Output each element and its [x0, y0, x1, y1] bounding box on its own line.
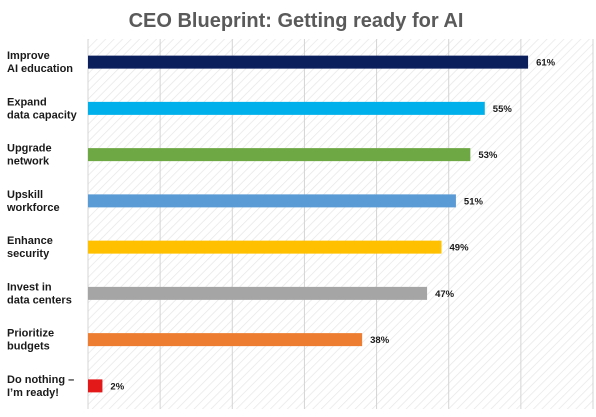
category-label: Upgrade network	[7, 143, 52, 168]
gridlines	[87, 39, 594, 409]
data-label: 2%	[110, 381, 124, 392]
bar	[88, 101, 485, 115]
category-label-line: Upskill	[7, 189, 43, 201]
data-label: 47%	[435, 289, 455, 300]
bar	[88, 333, 363, 347]
category-label: Prioritize budgets	[7, 328, 54, 353]
category-label: Improve AI education	[7, 50, 73, 75]
category-label: Do nothing – I’m ready!	[7, 374, 74, 399]
data-label: 53%	[478, 150, 498, 161]
bars: 61% 55% 53% 51% 49% 47% 38% 2%	[88, 55, 556, 393]
category-label-line: Upgrade	[7, 143, 52, 155]
category-label-line: Enhance	[7, 235, 53, 247]
chart-title: CEO Blueprint: Getting ready for AI	[129, 10, 464, 32]
category-label: Expand data capacity	[7, 96, 78, 121]
category-label-line: Expand	[7, 96, 47, 108]
category-label-line: security	[7, 248, 50, 260]
data-label: 49%	[450, 243, 470, 254]
bar	[88, 286, 428, 300]
data-label: 55%	[493, 104, 513, 115]
category-label-line: data capacity	[7, 109, 78, 121]
category-label: Invest in data centers	[7, 281, 72, 306]
bar	[88, 55, 529, 69]
category-label-line: network	[7, 156, 50, 168]
category-label-line: Do nothing –	[7, 374, 74, 386]
category-label-line: budgets	[7, 341, 50, 353]
bar	[88, 148, 471, 162]
category-label-line: AI education	[7, 63, 73, 75]
category-label-line: Improve	[7, 50, 50, 62]
bar	[88, 240, 442, 254]
category-label-line: workforce	[6, 202, 60, 214]
category-label: Enhance security	[7, 235, 53, 260]
data-label: 51%	[464, 196, 484, 207]
data-label: 61%	[536, 58, 556, 69]
category-label-line: Invest in	[7, 281, 52, 293]
category-labels: Improve AI education Expand data capacity Up…	[6, 50, 78, 399]
category-label-line: data centers	[7, 294, 72, 306]
category-label-line: I’m ready!	[7, 387, 59, 399]
category-label: Upskill workforce	[6, 189, 60, 214]
bar	[88, 379, 103, 393]
category-label-line: Prioritize	[7, 328, 54, 340]
data-label: 38%	[370, 335, 390, 346]
bar	[88, 194, 456, 208]
plot-area	[88, 39, 593, 409]
